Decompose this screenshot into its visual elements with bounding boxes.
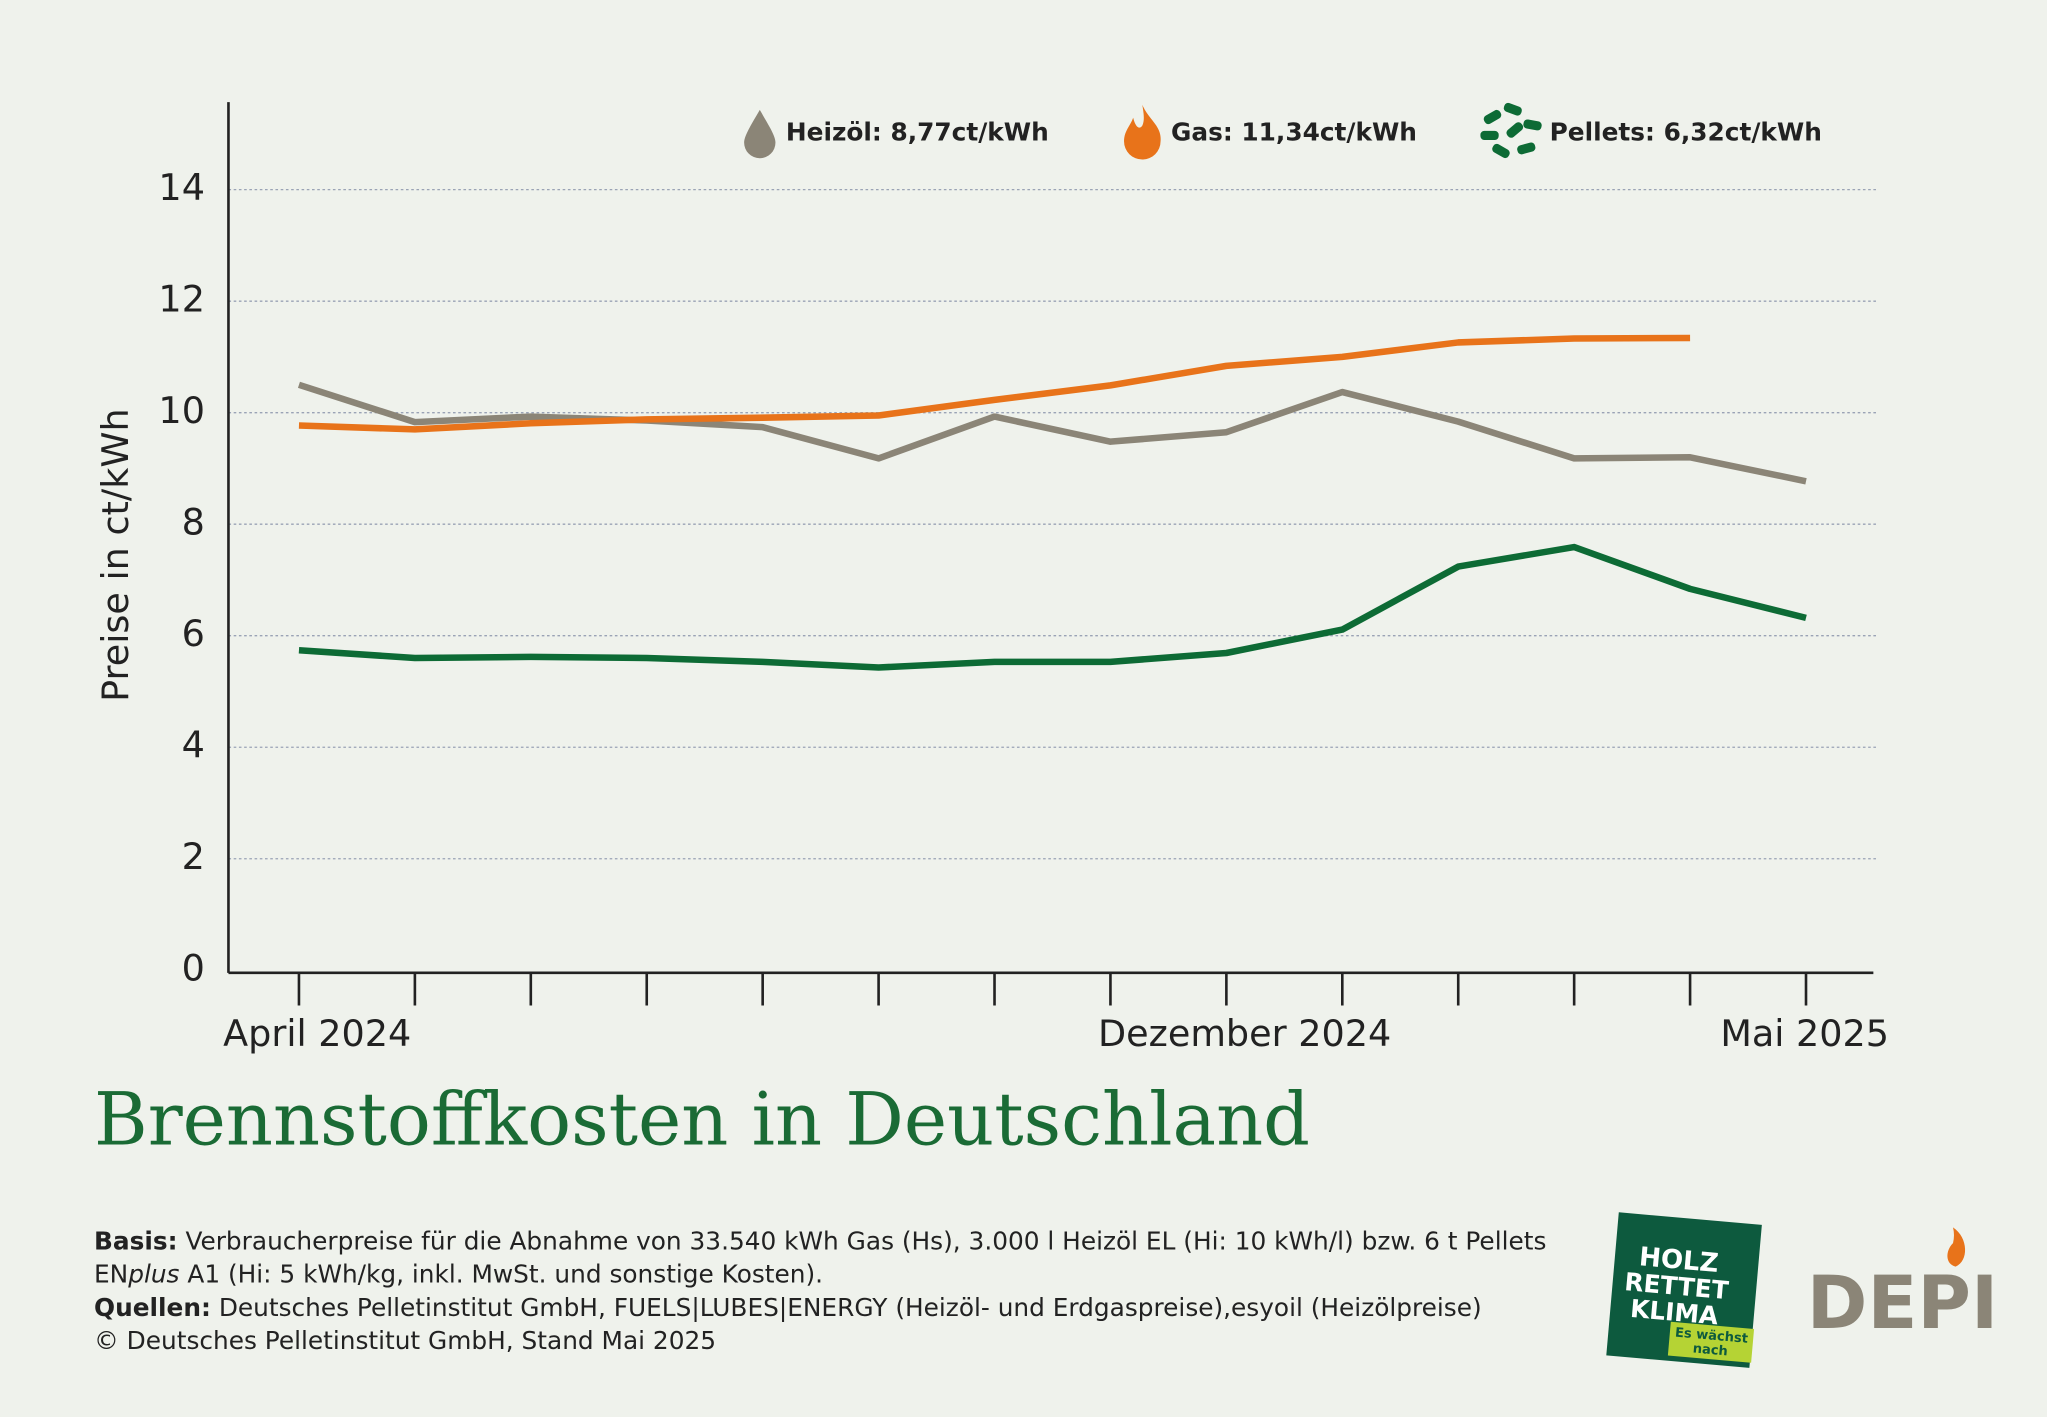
sources-text: Deutsches Pelletinstitut GmbH, FUELS|LUB… [211, 1293, 1482, 1322]
y-tick-label: 10 [158, 389, 205, 432]
footer-line: ENplus A1 (Hi: 5 kWh/kg, inkl. MwSt. und… [94, 1259, 823, 1288]
sources-label: Quellen: [94, 1293, 211, 1322]
legend-label: Pellets: 6,32ct/kWh [1550, 117, 1822, 146]
gas-icon [1124, 104, 1161, 160]
series-line [297, 381, 1807, 485]
legend-label: Gas: 11,34ct/kWh [1171, 117, 1417, 146]
logo-badge-text: nach [1692, 1341, 1728, 1359]
pellet-icon [1480, 102, 1542, 159]
depi-logo: DEPI [1807, 1261, 1998, 1346]
holz-logo: HOLZ RETTET KLIMA Es wächst nach [1606, 1212, 1762, 1368]
footer-text: plus [127, 1259, 179, 1288]
legend-label: Heizöl: 8,77ct/kWh [786, 117, 1049, 146]
y-tick-label: 12 [158, 278, 205, 321]
basis-label: Basis: [94, 1227, 178, 1256]
y-tick-label: 4 [182, 724, 205, 767]
footer-line: Basis: Verbraucherpreise für die Abnahme… [94, 1227, 1546, 1256]
y-tick-label: 8 [182, 501, 205, 544]
series-line [298, 543, 1807, 671]
basis-text: Verbraucherpreise für die Abnahme von 33… [178, 1227, 1547, 1256]
logo-text: HOLZ [1638, 1242, 1720, 1279]
series-line [298, 334, 1691, 433]
x-tick-label: Mai 2025 [1720, 1012, 1889, 1055]
logo-badge [1667, 1321, 1755, 1363]
x-tick-label: Dezember 2024 [1098, 1012, 1391, 1055]
y-tick-label: 6 [182, 612, 205, 655]
footer-text: EN [94, 1259, 128, 1288]
oil-icon [744, 109, 776, 159]
logo-badge-text: Es wächst [1674, 1325, 1748, 1346]
plot-area: 0 2 4 6 8 10 12 14 April 2024 Dezember 2024 Mai 20… [158, 166, 1889, 1055]
y-tick-label: 2 [182, 835, 205, 878]
footer-text: A1 (Hi: 5 kWh/kg, inkl. MwSt. und sonsti… [179, 1259, 823, 1288]
y-tick-label: 14 [158, 166, 205, 209]
y-tick-label: 0 [182, 947, 205, 990]
y-axis-label: Preise in ct/kWh [94, 408, 137, 702]
chart-title: Brennstoffkosten in Deutschland [94, 1078, 1310, 1163]
copyright: © Deutsches Pelletinstitut GmbH, Stand M… [94, 1326, 716, 1355]
footer-line: Quellen: Deutsches Pelletinstitut GmbH, … [94, 1293, 1482, 1322]
depi-flame [1947, 1227, 1966, 1267]
legend: Heizöl: 8,77ct/kWh Gas: 11,34ct/kWh Pellet… [786, 117, 1822, 146]
x-tick-label: April 2024 [223, 1012, 411, 1055]
